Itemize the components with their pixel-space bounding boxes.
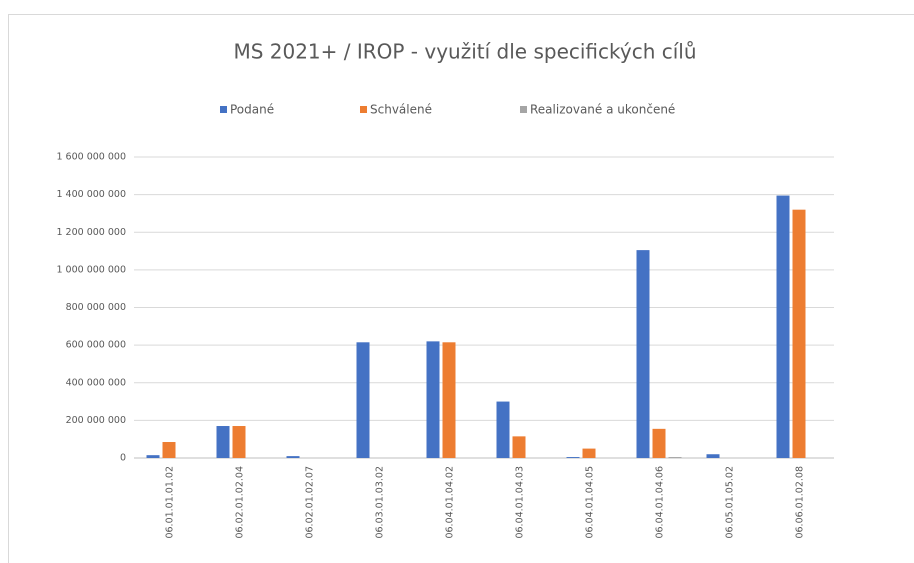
bar <box>582 448 596 458</box>
bar <box>636 250 650 458</box>
bar <box>232 426 246 458</box>
y-tick-label: 1 600 000 000 <box>56 152 126 163</box>
y-tick-label: 400 000 000 <box>66 377 126 388</box>
bar <box>776 195 790 459</box>
bar <box>512 436 526 458</box>
y-tick-label: 600 000 000 <box>66 340 126 351</box>
legend-label: Podané <box>230 103 274 117</box>
y-tick-label: 1 000 000 000 <box>56 264 126 275</box>
chart-title: MS 2021+ / IROP - využití dle specifický… <box>233 40 696 64</box>
x-tick-label: 06.06.01.02.08 <box>795 466 806 539</box>
y-tick-label: 0 <box>120 453 126 464</box>
x-tick-label: 06.01.01.01.02 <box>165 466 176 539</box>
x-tick-label: 06.04.01.04.06 <box>655 466 666 539</box>
bar <box>426 341 440 458</box>
bar <box>706 454 720 458</box>
bar <box>792 209 806 458</box>
y-tick-label: 800 000 000 <box>66 302 126 313</box>
x-tick-label: 06.03.01.03.02 <box>375 466 386 539</box>
x-tick-label: 06.02.01.02.04 <box>235 466 246 539</box>
bar <box>442 342 456 458</box>
bar <box>286 456 300 458</box>
legend-label: Realizované a ukončené <box>530 103 675 117</box>
x-tick-label: 06.02.01.02.07 <box>305 466 316 539</box>
legend-swatch <box>360 106 367 113</box>
bar <box>146 455 160 458</box>
bar <box>216 426 230 458</box>
bar <box>652 428 666 458</box>
chart-frame <box>8 14 914 563</box>
bar <box>162 442 176 458</box>
y-tick-label: 1 200 000 000 <box>56 227 126 238</box>
x-tick-label: 06.04.01.04.05 <box>585 466 596 539</box>
x-tick-label: 06.04.01.04.02 <box>445 466 456 539</box>
legend-swatch <box>220 106 227 113</box>
y-tick-label: 200 000 000 <box>66 415 126 426</box>
x-tick-label: 06.04.01.04.03 <box>515 466 526 539</box>
y-tick-label: 1 400 000 000 <box>56 189 126 200</box>
x-tick-label: 06.05.01.05.02 <box>725 466 736 539</box>
bar <box>496 401 510 458</box>
bar <box>668 457 682 458</box>
legend-swatch <box>520 106 527 113</box>
legend-label: Schválené <box>370 103 432 117</box>
bar <box>356 342 370 458</box>
bar <box>566 457 580 458</box>
